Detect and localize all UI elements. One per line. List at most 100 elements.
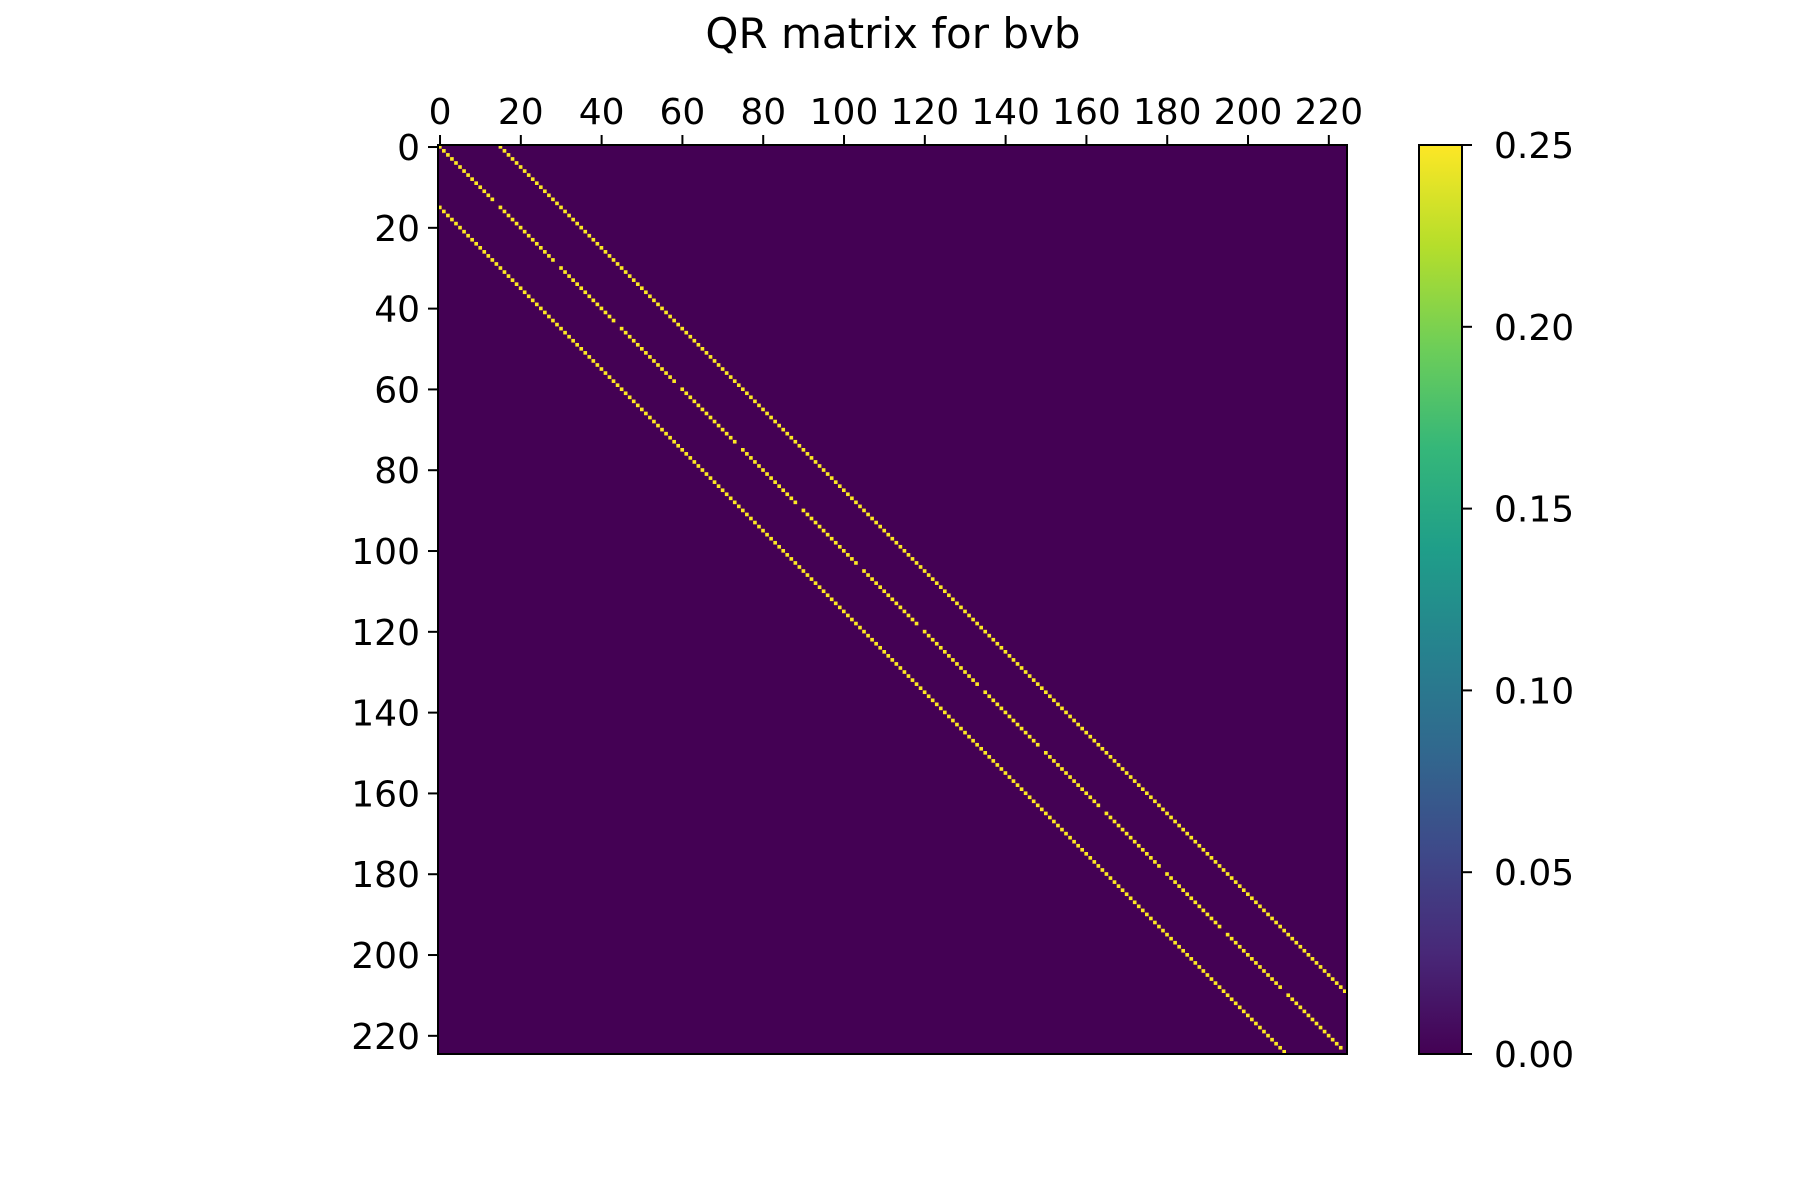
matrix-cell [765, 411, 769, 416]
matrix-cell [1197, 843, 1202, 848]
chart-title: QR matrix for bvb [705, 9, 1080, 58]
matrix-cell [1314, 1021, 1319, 1026]
matrix-cell [1048, 815, 1052, 820]
matrix-cell [773, 540, 777, 545]
matrix-cell [559, 326, 563, 331]
matrix-cell [1031, 799, 1036, 804]
matrix-cell [785, 553, 790, 557]
y-tick-label: 100 [351, 532, 420, 573]
matrix-cell [825, 532, 830, 537]
matrix-cell [817, 585, 822, 589]
matrix-cell [846, 492, 850, 497]
matrix-cell [793, 500, 798, 505]
matrix-cell [1124, 771, 1129, 775]
matrix-cell [652, 359, 656, 363]
matrix-cell [1205, 912, 1210, 917]
matrix-cell [1064, 831, 1068, 836]
matrix-cell [635, 282, 640, 286]
matrix-cell [712, 419, 717, 424]
matrix-cell [882, 528, 887, 533]
y-tick-label: 80 [374, 451, 420, 492]
matrix-cell [769, 415, 773, 420]
x-tick-label: 0 [429, 92, 452, 133]
matrix-cell [1237, 944, 1242, 949]
matrix-cell [821, 589, 826, 594]
matrix-cell [741, 448, 745, 452]
matrix-cell [1140, 908, 1145, 913]
matrix-cell [486, 193, 491, 198]
matrix-cell [878, 645, 882, 650]
matrix-cell [805, 452, 810, 456]
matrix-cell [1007, 775, 1012, 779]
matrix-cell [906, 613, 911, 618]
matrix-cell [587, 294, 592, 299]
x-tick-label: 200 [1214, 92, 1283, 133]
matrix-cell [1023, 730, 1028, 735]
matrix-cell [1149, 795, 1153, 800]
matrix-cell [1290, 997, 1295, 1002]
matrix-cell [1140, 787, 1145, 791]
matrix-cell [1221, 989, 1226, 993]
matrix-cell [862, 508, 866, 513]
matrix-cell [979, 625, 983, 630]
matrix-cell [898, 605, 903, 610]
matrix-cell [652, 298, 656, 303]
matrix-cell [842, 488, 846, 493]
matrix-cell [490, 197, 495, 202]
matrix-cell [1064, 710, 1068, 715]
heatmap [437, 144, 1348, 1055]
matrix-cell [1201, 969, 1206, 973]
matrix-cell [1233, 880, 1238, 884]
matrix-cell [1306, 1013, 1311, 1018]
matrix-cell [959, 726, 963, 731]
matrix-cell [1254, 1021, 1258, 1026]
matrix-cell [1338, 985, 1343, 989]
matrix-cell [1185, 831, 1190, 836]
matrix-cell [1019, 726, 1024, 731]
matrix-cell [640, 347, 644, 351]
matrix-cell [1116, 823, 1121, 828]
matrix-cell [551, 318, 555, 323]
colorbar-gradient [1418, 144, 1463, 1055]
matrix-cell [910, 678, 915, 682]
matrix-cell [1092, 860, 1097, 864]
matrix-cell [1217, 985, 1222, 989]
x-tick-label: 160 [1052, 92, 1121, 133]
matrix-cell [769, 536, 773, 541]
matrix-cell [817, 464, 822, 468]
matrix-cell [833, 540, 838, 545]
matrix-cell [890, 658, 895, 662]
matrix-cell [478, 185, 483, 190]
matrix-cell [1270, 977, 1274, 981]
matrix-cell [442, 149, 446, 153]
matrix-cell [850, 557, 854, 561]
matrix-cell [1229, 997, 1234, 1002]
matrix-cell [1149, 856, 1153, 860]
colorbar-tick-label: 0.10 [1494, 671, 1574, 712]
matrix-cell [757, 403, 761, 408]
matrix-cell [1318, 965, 1323, 969]
matrix-cell [801, 448, 806, 452]
matrix-cell [914, 561, 919, 565]
matrix-cell [1100, 868, 1105, 872]
matrix-cell [1306, 953, 1311, 957]
matrix-cell [599, 306, 604, 311]
matrix-cell [1254, 900, 1258, 905]
matrix-cell [571, 217, 575, 222]
matrix-cell [1241, 948, 1246, 953]
matrix-cell [591, 298, 596, 303]
matrix-cell [1290, 936, 1295, 941]
y-tick-label: 20 [374, 209, 420, 250]
matrix-cell [1052, 759, 1056, 763]
matrix-cell [1165, 932, 1169, 937]
matrix-cell [898, 666, 903, 670]
matrix-cell [1205, 852, 1210, 856]
matrix-cell [510, 217, 515, 222]
matrix-cell [1068, 714, 1072, 719]
matrix-cell [991, 698, 996, 703]
matrix-cell [886, 532, 891, 537]
matrix-cell [1145, 852, 1149, 856]
matrix-cell [757, 464, 761, 468]
matrix-cell [510, 157, 515, 161]
matrix-cell [894, 601, 899, 606]
